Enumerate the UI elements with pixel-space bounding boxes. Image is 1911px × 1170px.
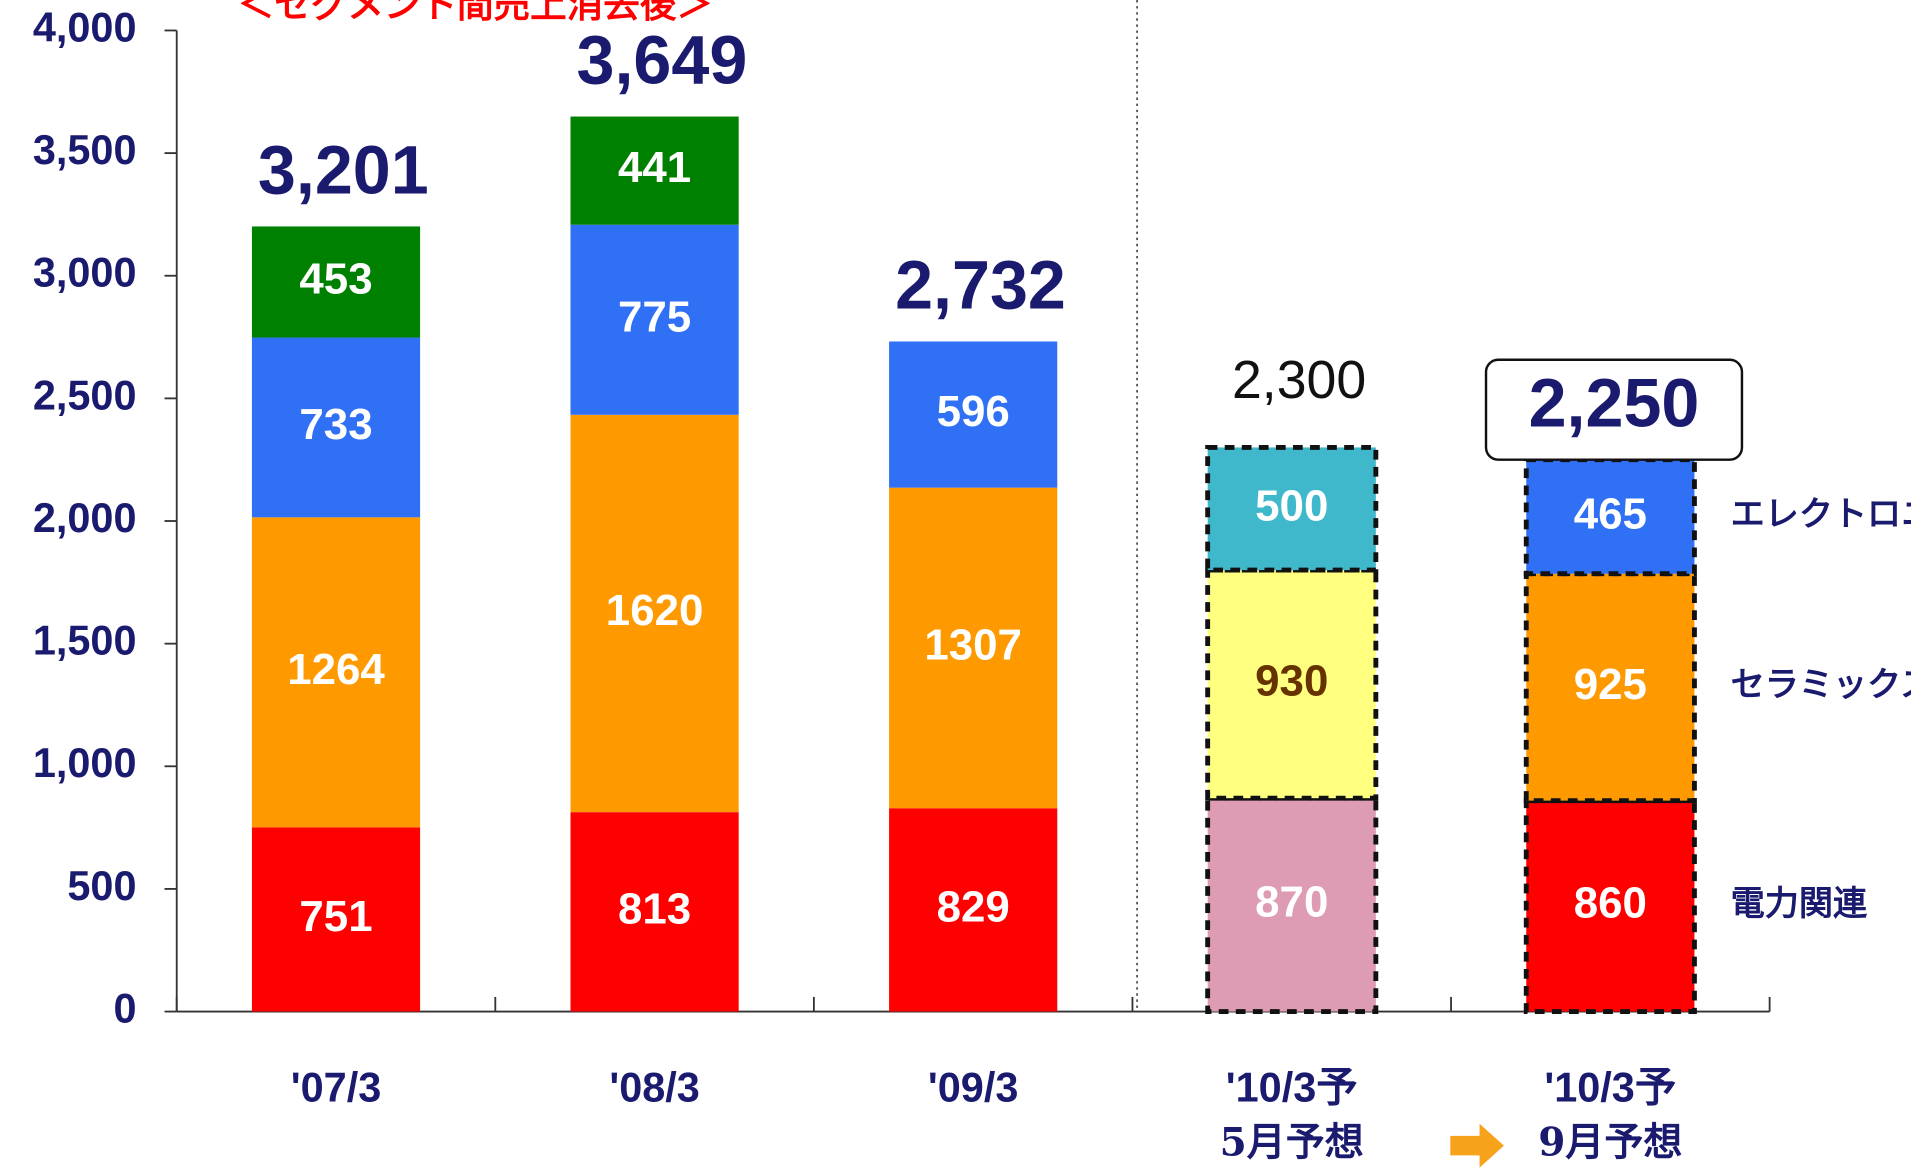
bar-segment xyxy=(1526,459,1695,574)
value-label: 733 xyxy=(299,400,372,449)
bar-segment xyxy=(570,224,739,415)
segment-outline xyxy=(1523,457,1697,577)
bar-segment xyxy=(251,226,421,338)
value-label: 925 xyxy=(1574,660,1647,709)
arrow xyxy=(1450,1123,1504,1168)
legend-label: 電力関連 xyxy=(1731,885,1868,923)
total-label: 3,201 xyxy=(258,132,429,208)
bar-segment xyxy=(889,341,1058,488)
y-tick-label: 4,000 xyxy=(33,3,137,50)
total-label: 2,300 xyxy=(1232,350,1366,410)
x-tick-label: '10/3予 xyxy=(1226,1064,1358,1111)
y-tick-label: 2,500 xyxy=(33,371,137,418)
bar-segment xyxy=(1207,570,1376,799)
x-tick-sublabel: 5月予想 xyxy=(1220,1120,1364,1166)
total-label: 2,250 xyxy=(1529,366,1700,442)
value-label: 775 xyxy=(618,292,691,341)
value-label: 870 xyxy=(1255,877,1328,926)
y-tick-label: 3,500 xyxy=(33,126,137,173)
segment-outline xyxy=(1523,798,1697,1014)
bar-segment xyxy=(1207,447,1376,571)
y-tick-label: 1,000 xyxy=(33,739,137,786)
value-label: 465 xyxy=(1574,489,1647,538)
y-tick-label: 500 xyxy=(67,862,136,909)
total-box xyxy=(1484,358,1744,461)
bar-segment xyxy=(1526,573,1695,801)
value-label: 500 xyxy=(1255,481,1328,530)
bar-segment xyxy=(570,116,739,225)
value-label: 1264 xyxy=(287,645,385,694)
bar-segment xyxy=(889,487,1058,809)
value-label: 829 xyxy=(937,882,1010,931)
y-tick-label: 2,000 xyxy=(33,494,137,541)
bar-segment xyxy=(1207,798,1376,1012)
value-label: 751 xyxy=(299,892,372,941)
bar-segment xyxy=(570,812,739,1012)
segment-outline xyxy=(1205,795,1379,1014)
value-label: 453 xyxy=(299,255,372,304)
x-tick-label: '07/3 xyxy=(291,1064,381,1111)
segment-outline xyxy=(1205,444,1379,573)
value-label: 596 xyxy=(937,387,1010,436)
x-tick-label: '10/3予 xyxy=(1544,1064,1676,1111)
y-tick-label: 1,500 xyxy=(33,617,137,664)
legend-label: セラミックス xyxy=(1731,666,1911,704)
bar-segment xyxy=(1526,800,1695,1012)
bar-segment xyxy=(889,808,1058,1012)
x-tick-label: '09/3 xyxy=(928,1064,1018,1111)
bar-segment xyxy=(251,517,421,828)
segment-outline xyxy=(1523,571,1697,804)
total-label: 3,649 xyxy=(577,22,748,98)
bar-segment xyxy=(251,337,421,518)
y-tick-label: 0 xyxy=(113,985,136,1032)
bar-segment xyxy=(570,414,739,813)
value-label: 1307 xyxy=(924,621,1022,670)
value-label: 930 xyxy=(1255,657,1328,706)
total-label: 2,732 xyxy=(895,247,1066,323)
value-label: 441 xyxy=(618,143,691,192)
value-label: 1620 xyxy=(606,586,704,635)
x-tick-label: '08/3 xyxy=(609,1064,699,1111)
segment-outline xyxy=(1205,567,1379,801)
legend-label: エレクトロニクス xyxy=(1731,496,1911,534)
annotation: ＜セグメント間売上消去後＞ xyxy=(238,0,713,25)
bar-segment xyxy=(251,827,421,1012)
value-label: 813 xyxy=(618,884,691,933)
value-label: 860 xyxy=(1574,879,1647,928)
y-tick-label: 3,000 xyxy=(33,249,137,296)
x-tick-sublabel: 9月予想 xyxy=(1538,1120,1682,1166)
